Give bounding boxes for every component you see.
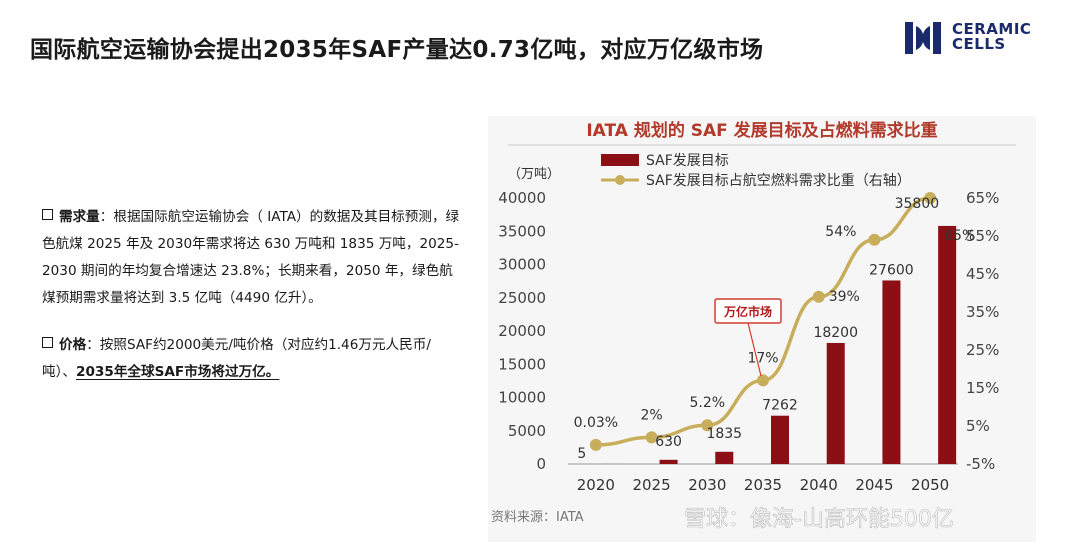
checkbox-bullet-icon (42, 337, 53, 348)
line-series (589, 192, 937, 451)
bar-value-label: 7262 (762, 398, 798, 414)
bar-2025 (659, 459, 678, 464)
legend-line-marker (615, 175, 625, 185)
demand-text: ：根据国际航空运输协会（ IATA）的数据及其目标预测，绿色航煤 2025 年及… (42, 209, 460, 306)
x-axis-tick-label: 2035 (744, 476, 782, 494)
x-axis-tick-label: 2030 (688, 476, 726, 494)
saf-chart: IATA 规划的 SAF 发展目标及占燃料需求比重 （万吨） SAF发展目标 S… (491, 120, 1016, 532)
left-axis-tick-label: 30000 (498, 256, 546, 274)
x-axis-tick-label: 2025 (632, 476, 670, 494)
annotation-callout: 万亿市场 (714, 298, 782, 377)
left-axis-unit: （万吨） (508, 167, 560, 182)
share-point-2035 (757, 374, 769, 387)
bar-2030 (715, 451, 734, 464)
checkbox-bullet-icon (42, 209, 53, 220)
price-highlight: 2035年全球SAF市场将过万亿。 (75, 364, 280, 380)
x-axis-tick-label: 2050 (911, 476, 949, 494)
left-axis-tick-label: 35000 (498, 222, 546, 240)
left-axis-tick-label: 15000 (498, 355, 546, 373)
logo-mark-icon (905, 22, 941, 54)
chart-panel: IATA 规划的 SAF 发展目标及占燃料需求比重 （万吨） SAF发展目标 S… (488, 116, 1036, 542)
right-axis-tick-label: 15% (966, 379, 999, 397)
legend-bar-label: SAF发展目标 (646, 153, 729, 169)
right-axis-tick-label: 5% (966, 417, 990, 435)
price-paragraph: 价格：按照SAF约2000美元/吨价格（对应约1.46万元人民币/吨）、2035… (42, 332, 462, 386)
left-axis-tick-label: 20000 (498, 322, 546, 340)
line-value-label: 54% (825, 224, 856, 240)
body-text: 需求量：根据国际航空运输协会（ IATA）的数据及其目标预测，绿色航煤 2025… (42, 204, 462, 406)
left-axis-tick-label: 0 (536, 455, 546, 473)
x-axis-tick-label: 2040 (800, 476, 838, 494)
share-point-2025 (645, 431, 658, 444)
line-value-label: 2% (640, 407, 662, 423)
x-axis-tick-label: 2045 (855, 476, 893, 494)
legend-line-label: SAF发展目标占航空燃料需求比重（右轴） (646, 172, 911, 189)
share-point-2020 (589, 438, 602, 451)
right-axis-tick-label: 35% (966, 303, 999, 321)
ceramic-cells-logo: CERAMIC CELLS (902, 20, 1052, 56)
bar-value-label: 18200 (813, 325, 858, 341)
bar-2040 (826, 342, 845, 464)
bar-series (603, 225, 957, 464)
right-axis-tick-label: 55% (966, 227, 999, 245)
bar-value-label: 1835 (706, 426, 742, 442)
demand-paragraph: 需求量：根据国际航空运输协会（ IATA）的数据及其目标预测，绿色航煤 2025… (42, 204, 462, 312)
left-axis-tick-label: 5000 (508, 422, 546, 440)
page-title: 国际航空运输协会提出2035年SAF产量达0.73亿吨，对应万亿级市场 (30, 37, 764, 63)
right-axis-tick-label: -5% (966, 455, 995, 473)
logo-line-1: CERAMIC (952, 20, 1032, 38)
bar-value-label: 35800 (895, 196, 940, 212)
bar-2035 (771, 415, 789, 464)
share-point-2040 (812, 290, 825, 303)
logo-line-2: CELLS (952, 35, 1006, 53)
line-value-label: 39% (829, 289, 860, 305)
line-value-label: 17% (747, 350, 778, 366)
bar-value-label: 27600 (869, 262, 914, 278)
axes: 0 5000 10000 15000 20000 25000 30000 35000 40000… (498, 189, 999, 494)
share-point-2030 (701, 419, 714, 432)
left-axis-tick-label: 10000 (498, 389, 546, 407)
right-axis-tick-label: 65% (966, 189, 999, 207)
line-value-label: 0.03% (574, 415, 618, 431)
line-value-label: 5.2% (689, 395, 725, 411)
right-axis-tick-label: 25% (966, 341, 999, 359)
bar-value-label: 5 (577, 446, 586, 462)
demand-label: 需求量 (59, 209, 100, 225)
legend-bar-swatch (601, 154, 639, 166)
source-note: 资料来源：IATA (491, 510, 584, 525)
share-point-2050 (924, 192, 937, 204)
left-axis-tick-label: 40000 (498, 189, 546, 207)
data-labels: 5 630 1835 7262 18200 27600 35800 0.03% 2% 5.2% 17… (574, 196, 976, 462)
chart-title: IATA 规划的 SAF 发展目标及占燃料需求比重 (586, 120, 937, 141)
x-axis-tick-label: 2020 (577, 476, 615, 494)
bar-2045 (882, 280, 901, 464)
watermark: 雪球：像海-山高环能500亿 (684, 507, 954, 532)
bar-value-label: 630 (655, 434, 682, 450)
right-axis-tick-label: 45% (966, 265, 999, 283)
line-value-label: 65% (944, 228, 975, 244)
price-label: 价格 (59, 337, 87, 353)
left-axis-tick-label: 25000 (498, 289, 546, 307)
annotation-text: 万亿市场 (723, 304, 772, 319)
share-point-2045 (868, 233, 881, 246)
bar-2050 (938, 225, 957, 464)
price-text: ：按照SAF约2000美元/吨价格（对应约1.46万元人民币/吨）、 (42, 337, 431, 380)
